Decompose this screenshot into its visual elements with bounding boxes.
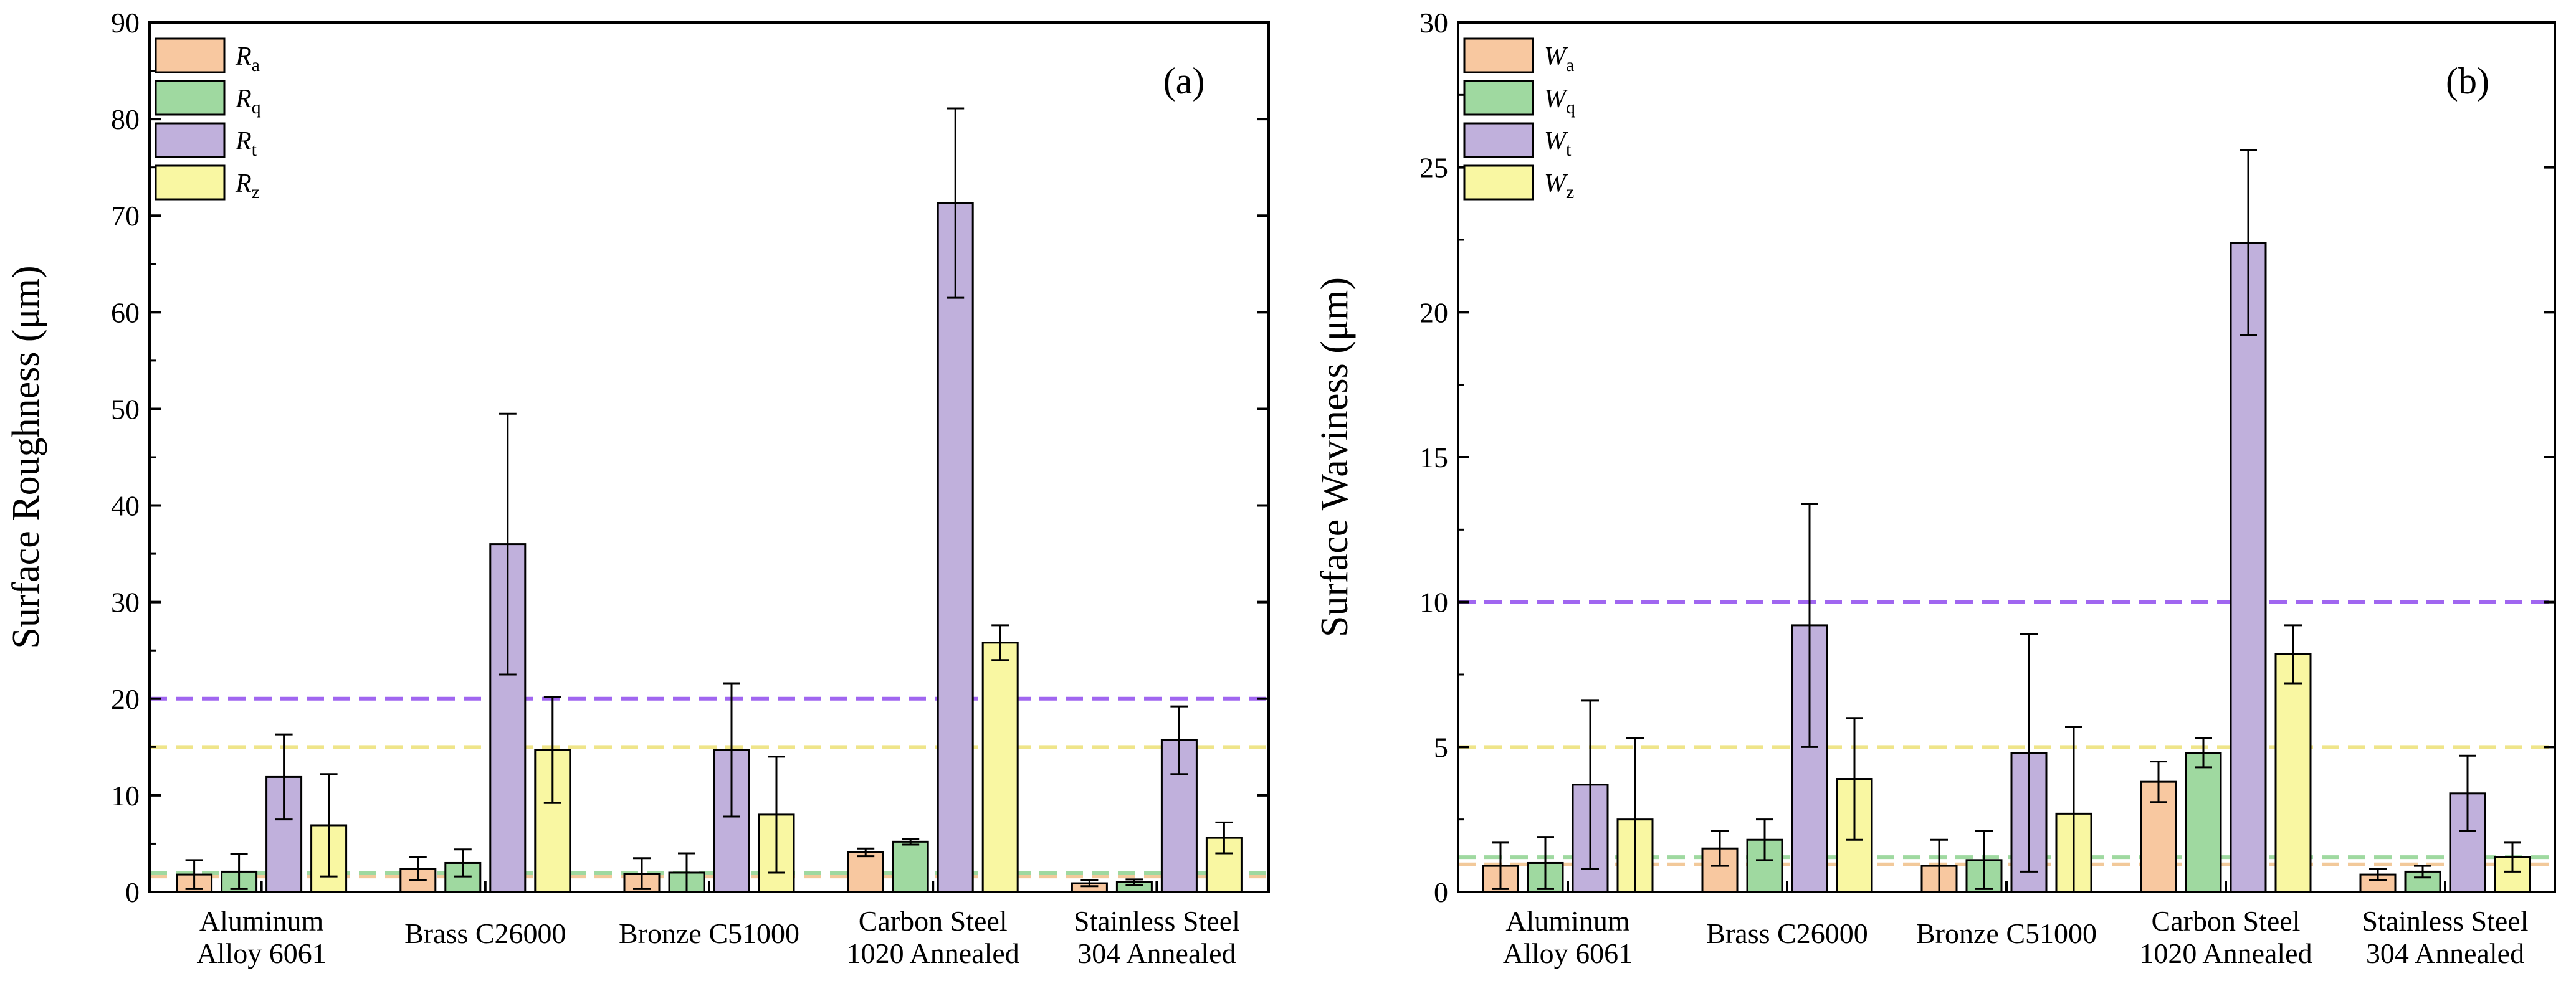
y-tick-label-0: 0	[1434, 876, 1448, 908]
x-tick-label-3-0: Carbon Steel	[859, 905, 1008, 937]
x-tick-label-0-0: Aluminum	[1505, 905, 1630, 937]
legend-swatch-q	[1463, 80, 1534, 116]
y-tick-label-4: 40	[111, 490, 140, 522]
bar-a-3	[847, 851, 884, 893]
legend-symbol: W	[1544, 42, 1568, 71]
legend-subscript: t	[1566, 140, 1572, 160]
legend-swatch-z	[155, 164, 226, 201]
legend-swatch-t	[155, 122, 226, 158]
y-tick-label-7: 70	[111, 200, 140, 232]
legend-swatch-a	[1463, 37, 1534, 73]
legend-subscript: a	[1566, 55, 1574, 75]
bar-t-3	[2230, 242, 2267, 893]
x-tick-label-4-0: Stainless Steel	[1074, 905, 1240, 937]
x-tick-label-3-1: 1020 Annealed	[847, 937, 1019, 969]
y-tick-label-0: 0	[125, 876, 140, 908]
x-tick-label-1-0: Brass C26000	[404, 917, 566, 949]
legend-symbol: W	[1544, 169, 1568, 198]
legend-subscript: a	[252, 55, 260, 75]
legend-subscript: z	[1566, 182, 1574, 202]
legend-symbol: W	[1544, 85, 1568, 113]
legend-label-z: Rz	[235, 169, 260, 202]
bar-q-3	[2185, 752, 2222, 893]
legend-symbol: R	[235, 127, 252, 156]
bar-z-3	[981, 642, 1019, 893]
y-tick-label-8: 80	[111, 103, 140, 135]
legend-label-q: Rq	[235, 85, 261, 118]
x-tick-label-4-1: 304 Annealed	[2366, 937, 2524, 969]
y-axis-title: Surface Waviness (μm)	[1314, 277, 1356, 637]
legend-label-a: Wa	[1544, 42, 1574, 75]
y-tick-label-3: 30	[111, 587, 140, 619]
panel-label: (a)	[1163, 60, 1205, 102]
legend-subscript: q	[252, 97, 261, 118]
x-tick-label-1-0: Brass C26000	[1706, 917, 1868, 949]
legend-subscript: q	[1566, 97, 1575, 118]
x-tick-label-2-0: Bronze C51000	[619, 917, 799, 949]
y-tick-label-1: 5	[1434, 731, 1448, 763]
bar-q-3	[892, 840, 929, 893]
legend-subscript: z	[252, 182, 260, 202]
legend-swatch-z	[1463, 164, 1534, 201]
x-tick-label-2-0: Bronze C51000	[1916, 917, 2097, 949]
legend-swatch-q	[155, 80, 226, 116]
x-tick-label-0-1: Alloy 6061	[1503, 937, 1633, 969]
panel-label: (b)	[2446, 60, 2489, 102]
bar-t-3	[937, 202, 974, 893]
legend-label-z: Wz	[1544, 169, 1574, 202]
x-tick-label-4-0: Stainless Steel	[2362, 905, 2528, 937]
legend-symbol: R	[235, 42, 252, 71]
y-tick-label-1: 10	[111, 780, 140, 812]
legend-symbol: W	[1544, 127, 1568, 156]
legend-label-t: Rt	[235, 127, 257, 160]
x-tick-label-0-1: Alloy 6061	[196, 937, 326, 969]
legend-label-t: Wt	[1544, 127, 1572, 160]
x-tick-label-4-1: 304 Annealed	[1077, 937, 1236, 969]
y-axis-title: Surface Roughness (μm)	[5, 265, 47, 648]
x-tick-label-0-0: Aluminum	[199, 905, 324, 937]
legend-label-a: Ra	[235, 42, 260, 75]
bar-z-3	[2274, 653, 2312, 893]
legend-subscript: t	[252, 140, 257, 160]
x-tick-label-3-1: 1020 Annealed	[2139, 937, 2312, 969]
y-tick-label-2: 20	[111, 683, 140, 715]
y-tick-label-4: 20	[1419, 296, 1448, 328]
y-tick-label-6: 30	[1419, 7, 1448, 39]
y-tick-label-6: 60	[111, 296, 140, 328]
plot-frame	[148, 21, 1270, 893]
y-tick-label-5: 25	[1419, 152, 1448, 184]
y-tick-label-9: 90	[111, 7, 140, 39]
plot-frame	[1457, 21, 2556, 893]
legend-swatch-a	[155, 37, 226, 73]
legend-symbol: R	[235, 85, 252, 113]
legend-symbol: R	[235, 169, 252, 198]
y-tick-label-2: 10	[1419, 587, 1448, 619]
y-tick-label-3: 15	[1419, 442, 1448, 473]
legend-swatch-t	[1463, 122, 1534, 158]
legend-label-q: Wq	[1544, 85, 1575, 118]
y-tick-label-5: 50	[111, 393, 140, 425]
x-tick-label-3-0: Carbon Steel	[2152, 905, 2301, 937]
